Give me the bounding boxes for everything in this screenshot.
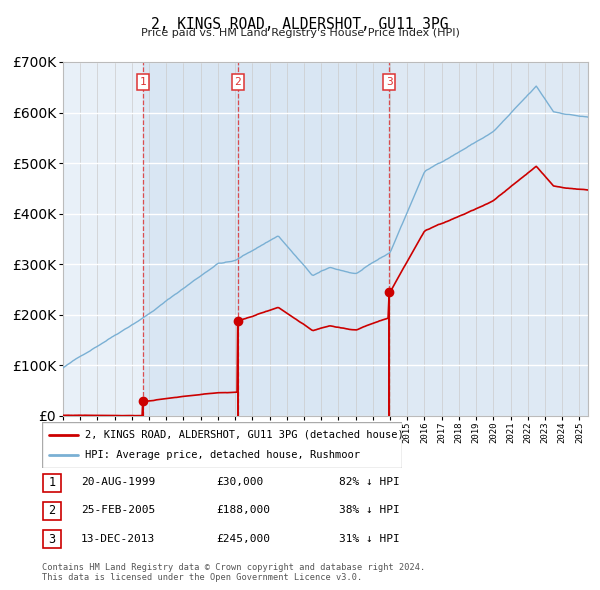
Text: 82% ↓ HPI: 82% ↓ HPI xyxy=(339,477,400,487)
Bar xyxy=(143,62,238,416)
Text: 31% ↓ HPI: 31% ↓ HPI xyxy=(339,534,400,543)
Text: £30,000: £30,000 xyxy=(216,477,263,487)
Text: 2: 2 xyxy=(49,504,55,517)
Text: Price paid vs. HM Land Registry's House Price Index (HPI): Price paid vs. HM Land Registry's House … xyxy=(140,28,460,38)
Text: 1: 1 xyxy=(139,77,146,87)
Text: 3: 3 xyxy=(386,77,392,87)
Text: 20-AUG-1999: 20-AUG-1999 xyxy=(81,477,155,487)
Text: Contains HM Land Registry data © Crown copyright and database right 2024.
This d: Contains HM Land Registry data © Crown c… xyxy=(42,563,425,582)
Text: 1: 1 xyxy=(49,476,55,489)
Text: 13-DEC-2013: 13-DEC-2013 xyxy=(81,534,155,543)
Text: 38% ↓ HPI: 38% ↓ HPI xyxy=(339,506,400,515)
Text: 25-FEB-2005: 25-FEB-2005 xyxy=(81,506,155,515)
Text: HPI: Average price, detached house, Rushmoor: HPI: Average price, detached house, Rush… xyxy=(85,450,360,460)
Text: £245,000: £245,000 xyxy=(216,534,270,543)
Bar xyxy=(238,62,389,416)
Text: £188,000: £188,000 xyxy=(216,506,270,515)
Text: 2: 2 xyxy=(235,77,241,87)
Text: 2, KINGS ROAD, ALDERSHOT, GU11 3PG (detached house): 2, KINGS ROAD, ALDERSHOT, GU11 3PG (deta… xyxy=(85,430,404,440)
Text: 2, KINGS ROAD, ALDERSHOT, GU11 3PG: 2, KINGS ROAD, ALDERSHOT, GU11 3PG xyxy=(151,17,449,31)
Bar xyxy=(389,62,588,416)
Text: 3: 3 xyxy=(49,533,55,546)
